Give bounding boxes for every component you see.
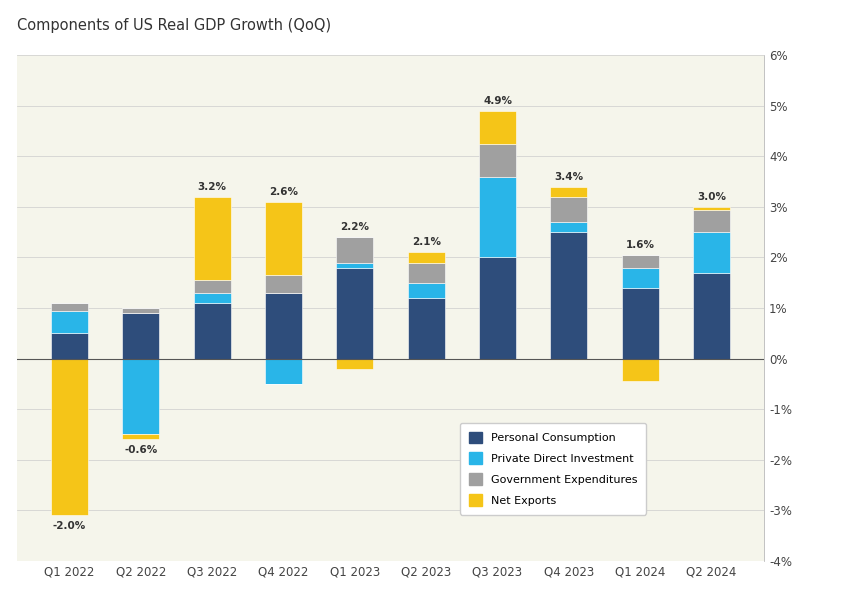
Bar	[693, 207, 730, 209]
Bar	[408, 262, 445, 283]
Text: 3.4%: 3.4%	[554, 172, 583, 182]
Bar	[408, 283, 445, 298]
Bar	[693, 232, 730, 273]
Bar	[265, 359, 302, 384]
Text: 2.1%: 2.1%	[412, 237, 441, 248]
Bar	[621, 267, 659, 288]
Bar	[621, 288, 659, 359]
Bar	[550, 232, 588, 359]
Text: Components of US Real GDP Growth (QoQ): Components of US Real GDP Growth (QoQ)	[17, 18, 331, 33]
Text: 3.0%: 3.0%	[697, 192, 726, 202]
Bar	[479, 111, 516, 144]
Bar	[265, 293, 302, 359]
Bar	[265, 202, 302, 275]
Bar	[122, 434, 160, 439]
Bar	[336, 359, 374, 368]
Bar	[479, 144, 516, 177]
Bar	[51, 359, 88, 515]
Bar	[194, 280, 231, 293]
Bar	[621, 359, 659, 381]
Bar	[479, 177, 516, 257]
Bar	[122, 308, 160, 313]
Bar	[336, 237, 374, 262]
Text: -2.0%: -2.0%	[53, 521, 86, 531]
Text: 2.2%: 2.2%	[340, 222, 369, 232]
Bar	[265, 275, 302, 293]
Bar	[194, 303, 231, 359]
Bar	[51, 303, 88, 310]
Bar	[408, 298, 445, 359]
Text: -0.6%: -0.6%	[124, 445, 157, 455]
Bar	[51, 333, 88, 359]
Bar	[621, 255, 659, 267]
Legend: Personal Consumption, Private Direct Investment, Government Expenditures, Net Ex: Personal Consumption, Private Direct Inv…	[460, 423, 646, 514]
Bar	[122, 313, 160, 359]
Bar	[194, 293, 231, 303]
Bar	[693, 273, 730, 359]
Bar	[550, 197, 588, 222]
Bar	[550, 187, 588, 197]
Bar	[51, 310, 88, 333]
Text: 4.9%: 4.9%	[483, 96, 512, 106]
Text: 3.2%: 3.2%	[198, 182, 227, 192]
Bar	[194, 197, 231, 280]
Bar	[693, 209, 730, 232]
Bar	[550, 222, 588, 232]
Text: 2.6%: 2.6%	[269, 187, 298, 197]
Bar	[336, 267, 374, 359]
Bar	[408, 253, 445, 262]
Text: 1.6%: 1.6%	[626, 240, 655, 250]
Bar	[479, 257, 516, 359]
Bar	[122, 359, 160, 434]
Bar	[336, 262, 374, 267]
